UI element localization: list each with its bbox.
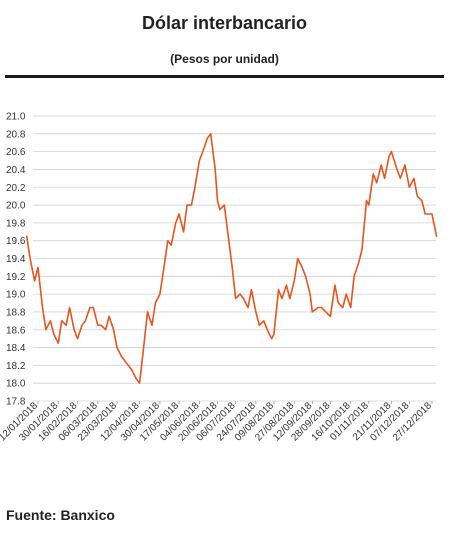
y-tick-label: 18.0 xyxy=(6,379,26,390)
source-note: Fuente: Banxico xyxy=(6,507,115,523)
y-tick-label: 19.8 xyxy=(6,218,26,229)
y-tick-label: 19.2 xyxy=(6,272,26,283)
y-tick-label: 19.0 xyxy=(6,290,26,301)
y-tick-label: 20.8 xyxy=(6,129,26,140)
series-line xyxy=(25,133,438,385)
y-tick-label: 19.4 xyxy=(6,254,26,265)
y-tick-label: 19.6 xyxy=(6,236,26,247)
line-chart: 21.0 20.8 20.6 20.4 20.2 20.0 19.8 19.6 19.4 19.2… xyxy=(0,112,438,444)
y-tick-label: 18.8 xyxy=(6,307,26,318)
y-tick-label: 18.6 xyxy=(6,325,26,336)
y-tick-label: 18.2 xyxy=(6,361,26,372)
y-tick-label: 17.8 xyxy=(6,397,26,408)
y-tick-label: 18.4 xyxy=(6,343,26,354)
chart-title: Dólar interbancario xyxy=(141,13,308,33)
y-tick-label: 20.6 xyxy=(6,147,26,158)
y-tick-label: 20.2 xyxy=(6,183,26,194)
y-tick-label: 20.4 xyxy=(6,165,26,176)
y-tick-label: 20.0 xyxy=(6,201,26,212)
chart-subtitle: (Pesos por unidad) xyxy=(170,52,279,66)
title-divider xyxy=(5,75,444,78)
y-tick-label: 21.0 xyxy=(6,112,26,123)
